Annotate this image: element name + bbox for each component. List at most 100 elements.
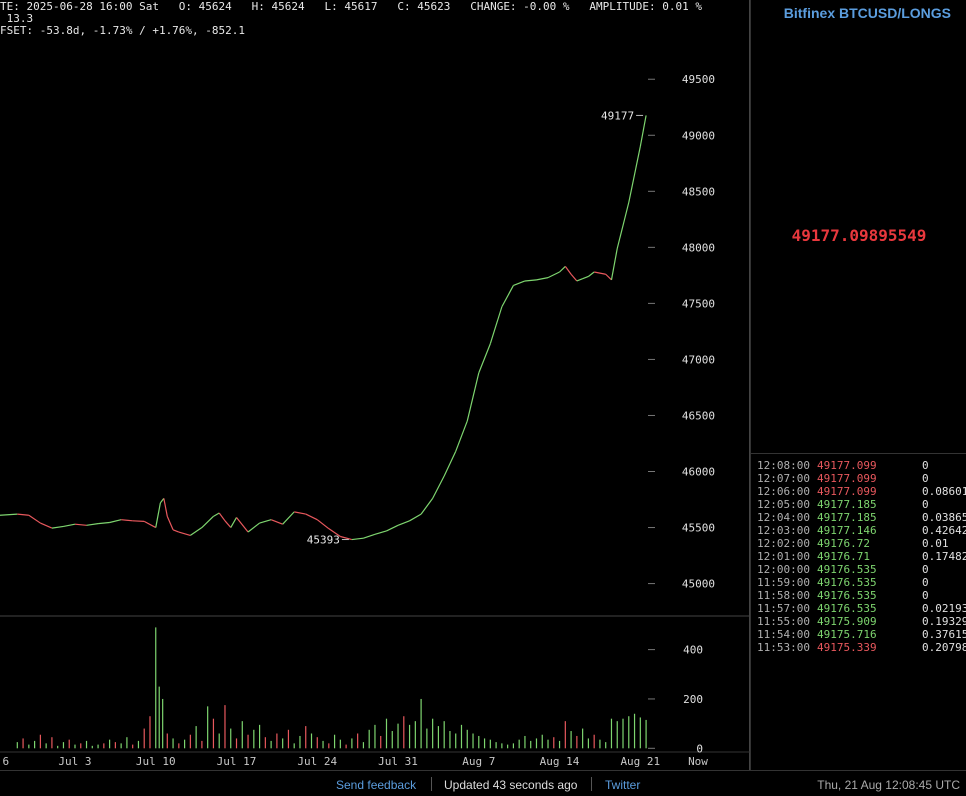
- price-segment: [455, 420, 468, 452]
- footer-separator: [431, 777, 432, 791]
- trade-time: 11:59:00: [757, 576, 810, 589]
- price-segment: [0, 513, 18, 516]
- trade-row: 12:07:00 49177.099 0: [757, 472, 966, 485]
- price-segment: [218, 512, 226, 522]
- price-segment: [143, 520, 157, 529]
- trade-row: 11:57:00 49176.535 0.02193: [757, 602, 966, 615]
- trade-price: 49177.185: [817, 511, 877, 524]
- price-segment: [155, 502, 161, 528]
- trade-amount: 0: [922, 498, 929, 511]
- price-segment: [374, 530, 387, 535]
- trade-row: 12:01:00 49176.71 0.17482: [757, 550, 966, 563]
- price-segment: [605, 273, 612, 281]
- trade-amount: 0.20798: [922, 641, 966, 654]
- price-tick-label: 49000: [682, 129, 715, 142]
- trades-divider: [751, 453, 966, 454]
- price-segment: [570, 273, 578, 282]
- offset-info-line: FSET: -53.8d, -1.73% / +1.76%, -852.1: [0, 24, 246, 37]
- price-tick-label: 47500: [682, 297, 715, 310]
- trade-amount: 0: [922, 472, 929, 485]
- trade-price: 49176.535: [817, 589, 877, 602]
- trade-price: 49177.099: [817, 472, 877, 485]
- price-segment: [536, 277, 549, 281]
- trade-time: 12:00:00: [757, 563, 810, 576]
- trade-amount: 0.01: [922, 537, 949, 550]
- trade-price: 49175.339: [817, 641, 877, 654]
- price-tick-label: 45500: [682, 522, 715, 535]
- time-tick-label: Jul 17: [217, 755, 257, 768]
- price-segment: [386, 524, 399, 532]
- price-segment: [190, 527, 203, 536]
- sidebar: Bitfinex BTCUSD/LONGS 49177.09895549 12:…: [750, 0, 966, 770]
- trades-list: 12:08:00 49177.099 0 12:07:00 49177.099 0 12:0…: [757, 459, 966, 654]
- trade-amount: 0: [922, 576, 929, 589]
- volume-tick-label: 200: [683, 693, 703, 706]
- price-segment: [397, 520, 410, 526]
- trade-amount: 0.08601: [922, 485, 966, 498]
- trade-price: 49177.099: [817, 459, 877, 472]
- time-tick-label: Aug 21: [620, 755, 660, 768]
- price-segment: [17, 513, 29, 516]
- price-segment: [610, 248, 618, 280]
- price-segment: [201, 515, 214, 528]
- trade-time: 12:01:00: [757, 550, 810, 563]
- price-segment: [132, 520, 145, 522]
- price-segment: [328, 528, 341, 538]
- chart-area[interactable]: 45000 45500 46000 46500 47000 47500 48000 48500…: [0, 0, 750, 770]
- price-segment: [247, 522, 260, 533]
- price-segment: [109, 519, 122, 524]
- current-datetime: Thu, 21 Aug 12:08:45 UTC: [817, 778, 960, 792]
- price-segment: [564, 266, 572, 275]
- trade-amount: 0.17482: [922, 550, 966, 563]
- trade-row: 12:00:00 49176.535 0: [757, 563, 966, 576]
- trade-price: 49176.72: [817, 537, 870, 550]
- price-segment: [74, 523, 87, 526]
- price-segment: [159, 498, 165, 504]
- price-segment: [420, 498, 434, 515]
- trade-amount: 0.37615: [922, 628, 966, 641]
- trade-price: 49177.099: [817, 485, 877, 498]
- price-tick-label: 45000: [682, 578, 715, 591]
- twitter-link[interactable]: Twitter: [605, 778, 641, 792]
- price-extreme-label: 49177: [601, 109, 634, 122]
- price-segment: [576, 278, 583, 282]
- price-segment: [594, 271, 606, 275]
- trade-row: 11:53:00 49175.339 0.20798: [757, 641, 966, 654]
- price-segment: [28, 514, 41, 524]
- send-feedback-link[interactable]: Send feedback: [336, 778, 417, 792]
- trade-row: 11:58:00 49176.535 0: [757, 589, 966, 602]
- price-segment: [628, 146, 641, 203]
- price-segment: [316, 519, 330, 530]
- price-segment: [259, 519, 272, 524]
- trade-time: 12:08:00: [757, 459, 810, 472]
- trade-row: 12:03:00 49177.146 0.42642: [757, 524, 966, 537]
- trade-row: 11:54:00 49175.716 0.37615: [757, 628, 966, 641]
- price-segment: [213, 512, 220, 517]
- updated-status: Updated 43 seconds ago: [444, 778, 578, 792]
- trade-time: 12:07:00: [757, 472, 810, 485]
- price-segment: [351, 537, 364, 541]
- ohlc-info-line: TE: 2025-06-28 16:00 Sat O: 45624 H: 456…: [0, 0, 702, 13]
- price-segment: [582, 275, 589, 280]
- trade-amount: 0: [922, 459, 929, 472]
- time-tick-label: Now: [688, 755, 708, 768]
- price-segment: [166, 516, 174, 531]
- price-segment: [163, 498, 168, 517]
- time-tick-label: Jul 10: [136, 755, 176, 768]
- price-segment: [230, 517, 238, 528]
- trade-price: 49177.185: [817, 498, 877, 511]
- time-tick-label: Jul 31: [378, 755, 418, 768]
- volume-tick-label: 0: [696, 742, 703, 755]
- trade-row: 12:06:00 49177.099 0.08601: [757, 485, 966, 498]
- pair-title[interactable]: Bitfinex BTCUSD/LONGS: [783, 5, 951, 21]
- trade-amount: 0: [922, 589, 929, 602]
- trade-row: 11:59:00 49176.535 0: [757, 576, 966, 589]
- trade-time: 11:53:00: [757, 641, 810, 654]
- price-segment: [282, 511, 295, 525]
- price-volume-chart[interactable]: 45000 45500 46000 46500 47000 47500 48000 48500…: [0, 0, 750, 770]
- price-segment: [98, 521, 110, 525]
- price-segment: [224, 520, 232, 528]
- price-tick-label: 47000: [682, 353, 715, 366]
- trade-price: 49177.146: [817, 524, 877, 537]
- price-segment: [294, 511, 306, 515]
